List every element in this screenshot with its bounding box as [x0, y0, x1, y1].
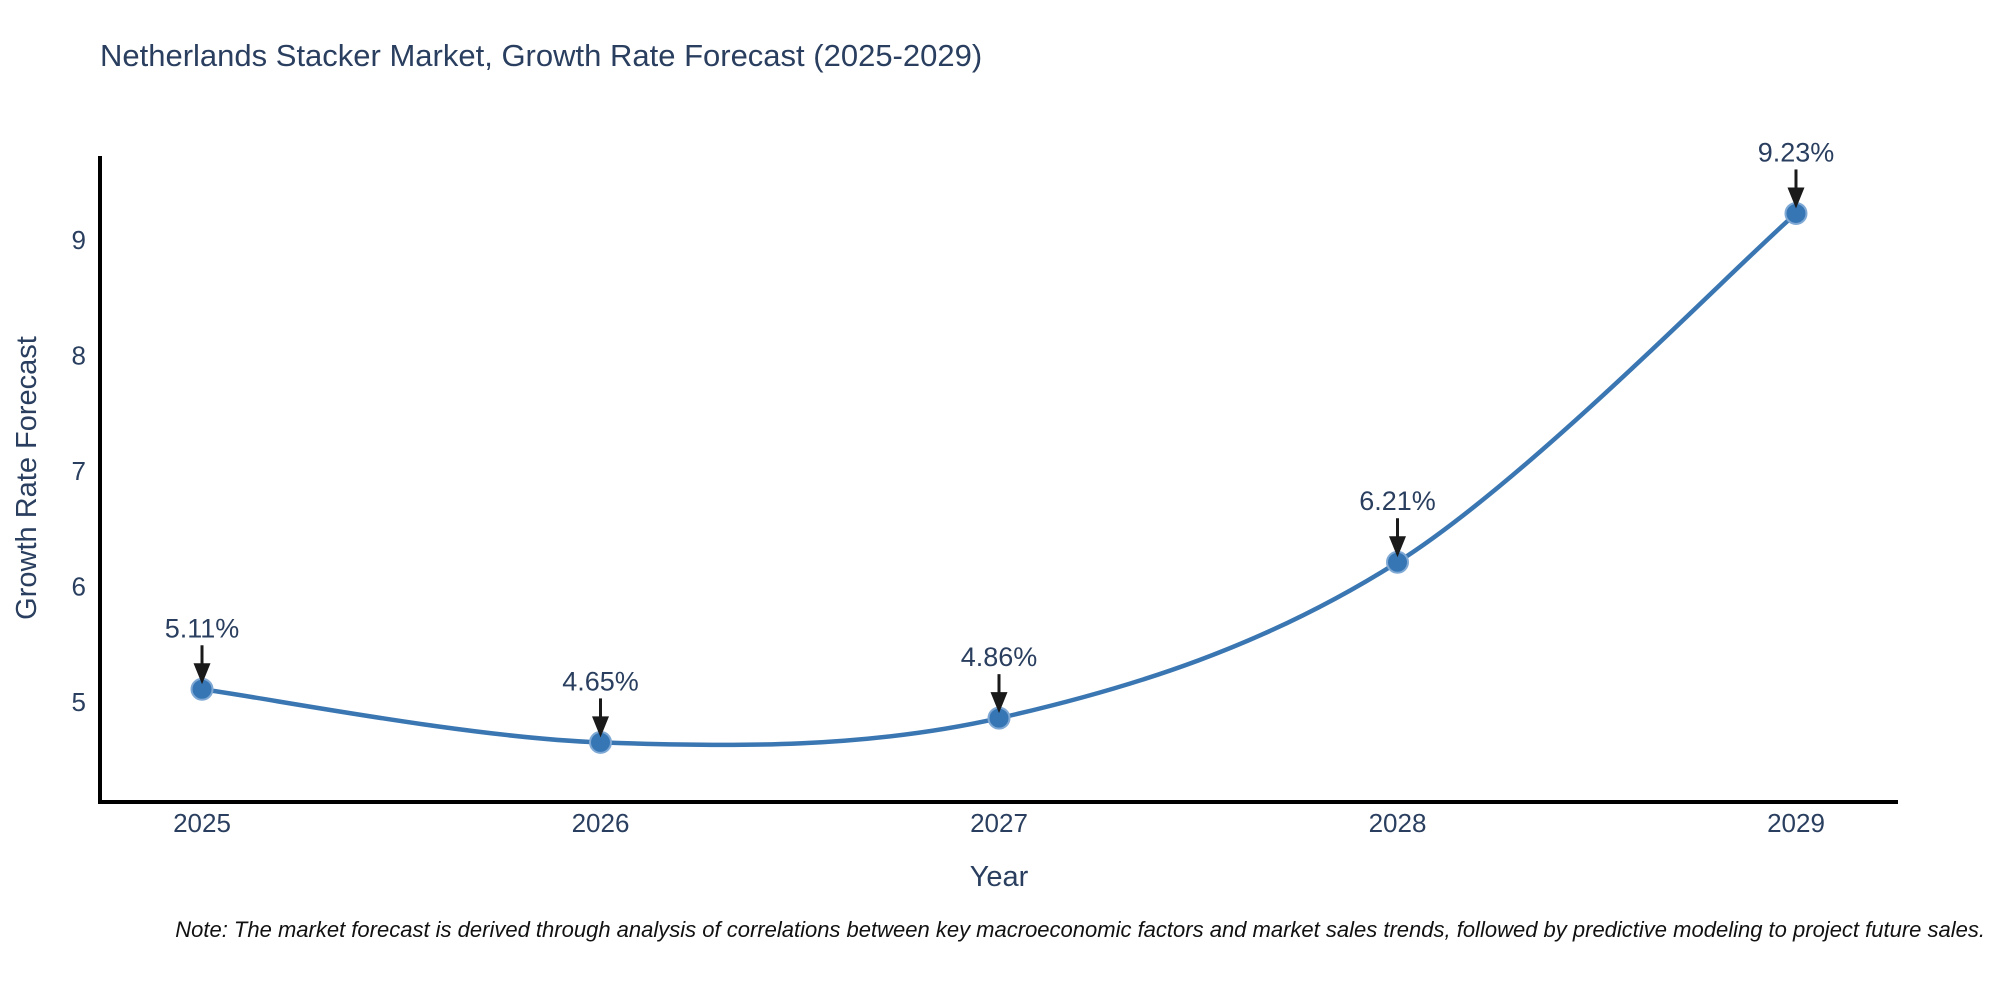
y-axis-title: Growth Rate Forecast: [11, 336, 43, 620]
x-tick-label: 2028: [1369, 808, 1427, 838]
y-tick-label: 5: [72, 687, 86, 717]
annotation-arrowhead: [1388, 536, 1406, 558]
x-axis-title: Year: [970, 861, 1029, 893]
annotation-label: 6.21%: [1359, 486, 1436, 516]
footnote: Note: The market forecast is derived thr…: [175, 917, 1985, 942]
annotation-arrowhead: [1787, 187, 1805, 209]
y-tick-label: 7: [72, 456, 86, 486]
chart-title: Netherlands Stacker Market, Growth Rate …: [100, 38, 982, 73]
y-tick-label: 8: [72, 340, 86, 370]
y-axis-tick-labels: 5 6 7 8 9: [72, 225, 86, 717]
x-tick-label: 2029: [1767, 808, 1825, 838]
x-tick-label: 2025: [173, 808, 231, 838]
y-tick-label: 6: [72, 571, 86, 601]
annotation-label: 5.11%: [165, 613, 240, 643]
x-axis-tick-labels: 2025 2026 2027 2028 2029: [173, 808, 1825, 838]
annotation-label: 9.23%: [1758, 137, 1835, 167]
annotation-label: 4.86%: [961, 642, 1038, 672]
y-tick-label: 9: [72, 225, 86, 255]
annotation-arrowhead: [990, 692, 1008, 714]
annotation-arrowhead: [592, 716, 610, 738]
x-tick-label: 2026: [572, 808, 630, 838]
annotation-arrowhead: [193, 663, 211, 685]
data-point-annotations: 5.11% 4.65% 4.86% 6.21% 9.23%: [165, 137, 1835, 738]
x-tick-label: 2027: [970, 808, 1028, 838]
annotation-label: 4.65%: [562, 666, 639, 696]
